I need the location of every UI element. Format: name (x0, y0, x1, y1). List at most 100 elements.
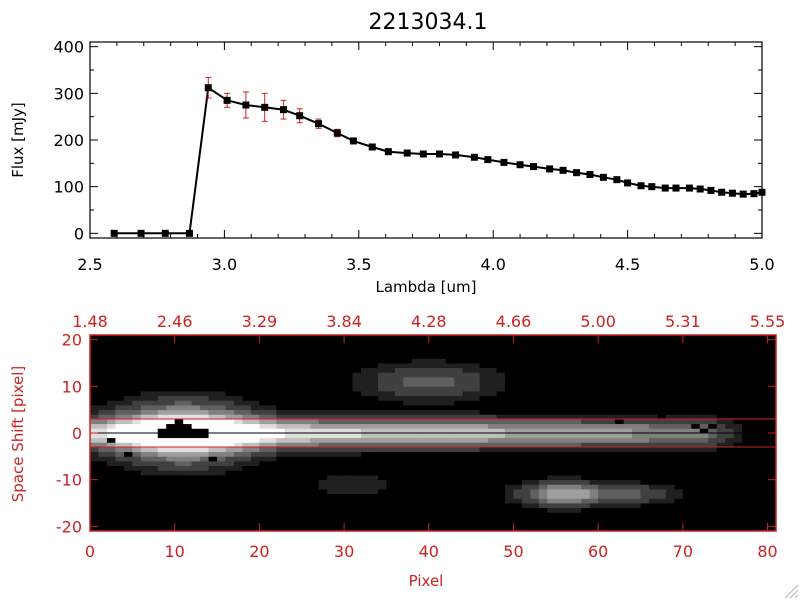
heatmap-cell (733, 358, 743, 364)
heatmap-cell (191, 353, 201, 359)
heatmap-cell (352, 521, 362, 527)
heatmap-cell (310, 498, 320, 504)
heatmap-cell (310, 465, 320, 471)
heatmap-cell (615, 447, 624, 453)
heatmap-cell (471, 339, 480, 345)
heatmap-cell (564, 512, 574, 518)
heatmap-cell (699, 419, 709, 425)
heatmap-cell (521, 456, 531, 462)
heatmap-cell (547, 414, 557, 420)
heatmap-cell (140, 358, 150, 364)
heatmap-cell (555, 391, 565, 397)
heatmap-cell (293, 335, 303, 341)
heatmap-cell (276, 456, 286, 462)
heatmap-cell (301, 353, 311, 359)
heatmap-cell (581, 447, 591, 453)
heatmap-cell (183, 419, 193, 425)
heatmap-cell (513, 442, 523, 448)
heatmap-cell (682, 512, 692, 518)
heatmap-cell (140, 437, 150, 443)
heatmap-cell (411, 372, 421, 378)
heatmap-cell (123, 428, 133, 434)
heatmap-cell (166, 395, 176, 401)
heatmap-cell (767, 517, 777, 523)
heatmap-cell (589, 521, 599, 527)
heatmap-cell (377, 428, 387, 434)
heatmap-cell (445, 386, 455, 392)
heatmap-cell (352, 419, 362, 425)
heatmap-cell (733, 344, 743, 350)
heatmap-cell (200, 507, 209, 513)
heatmap-cell (708, 386, 718, 392)
heatmap-cell (115, 414, 125, 420)
heatmap-cell (555, 489, 565, 495)
heatmap-cell (479, 484, 489, 490)
heatmap-cell (682, 381, 692, 387)
heatmap-cell (276, 493, 286, 499)
heatmap-cell (648, 470, 658, 476)
heatmap-cell (259, 367, 269, 373)
heatmap-cell (267, 419, 277, 425)
heatmap-cell (733, 498, 743, 504)
heatmap-cell (352, 451, 362, 457)
heatmap-cell (759, 372, 768, 378)
heatmap-cell (284, 512, 294, 518)
heatmap-cell (759, 470, 768, 476)
heatmap-cell (276, 349, 286, 355)
heatmap-cell (140, 521, 150, 527)
heatmap-cell (377, 489, 387, 495)
heatmap-cell (411, 335, 421, 341)
heatmap-cell (445, 461, 455, 467)
heatmap-cell (208, 400, 218, 406)
heatmap-cell (344, 349, 353, 355)
heatmap-cell (572, 423, 582, 429)
heatmap-cell (276, 479, 286, 485)
heatmap-cell (284, 456, 294, 462)
heatmap-cell (166, 344, 176, 350)
heatmap-cell (208, 344, 218, 350)
heatmap-cell (250, 484, 260, 490)
heatmap-cell (648, 372, 658, 378)
heatmap-cell (733, 349, 743, 355)
heatmap-cell (318, 442, 328, 448)
heatmap-cell (699, 344, 709, 350)
heatmap-cell (242, 507, 252, 513)
resize-grip[interactable] (784, 584, 799, 599)
heatmap-cell (479, 475, 489, 481)
heatmap-cell (293, 526, 303, 532)
heatmap-cell (174, 391, 184, 397)
heatmap-cell (589, 507, 599, 513)
heatmap-cell (623, 395, 633, 401)
heatmap-cell (691, 349, 701, 355)
heatmap-cell (665, 442, 675, 448)
heatmap-cell (759, 395, 768, 401)
heatmap-cell (555, 395, 565, 401)
heatmap-cell (394, 517, 404, 523)
heatmap-cell (174, 461, 184, 467)
heatmap-cell (750, 479, 760, 485)
heatmap-cell (310, 414, 320, 420)
heatmap-cell (284, 493, 294, 499)
heatmap-cell (90, 428, 99, 434)
heatmap-cell (242, 493, 252, 499)
heatmap-cell (90, 335, 99, 341)
heatmap-cell (767, 442, 777, 448)
heatmap-cell (369, 479, 379, 485)
heatmap-cell (217, 437, 226, 443)
heatmap-cell (344, 386, 353, 392)
heatmap-cell (318, 503, 328, 509)
heatmap-cell (530, 414, 540, 420)
heatmap-cell (547, 521, 557, 527)
heatmap-cell (581, 419, 591, 425)
heatmap-cell (183, 475, 193, 481)
heatmap-cell (411, 526, 421, 532)
heatmap-cell (344, 409, 353, 415)
heatmap-cell (327, 386, 337, 392)
heatmap-cell (445, 339, 455, 345)
heatmap-cell (691, 461, 701, 467)
heatmap-cell (564, 447, 574, 453)
heatmap-cell (411, 465, 421, 471)
image-x-tick-label: 30 (334, 542, 354, 561)
heatmap-cell (471, 442, 480, 448)
heatmap-cell (488, 372, 497, 378)
